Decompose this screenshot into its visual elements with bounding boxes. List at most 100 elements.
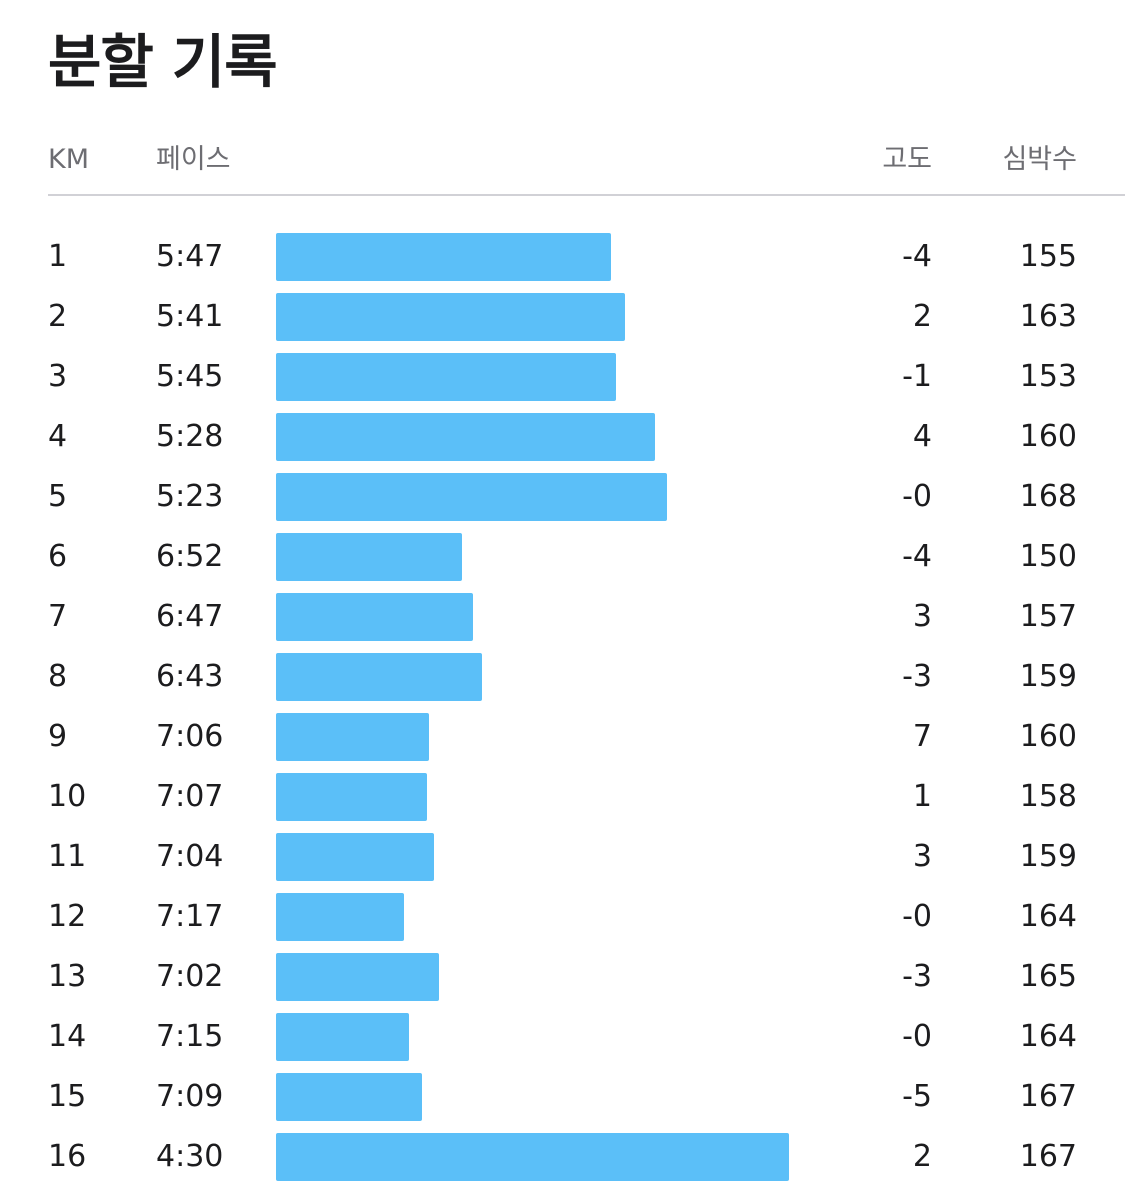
heart-rate-column-header: 심박수 [1002, 144, 1077, 175]
split-elevation: 3 [912, 839, 932, 874]
pace-bar [276, 1073, 422, 1121]
split-heart-rate: 167 [1019, 1139, 1077, 1174]
split-heart-rate: 164 [1019, 1019, 1077, 1054]
split-elevation: 3 [912, 599, 932, 634]
split-km: 2 [48, 299, 68, 334]
pace-bar [276, 1133, 789, 1181]
split-heart-rate: 158 [1019, 779, 1077, 814]
split-elevation: -4 [902, 239, 932, 274]
split-heart-rate: 155 [1019, 239, 1077, 274]
split-row: 13 7:02 -3 165 [0, 947, 1125, 1007]
split-pace: 7:07 [156, 779, 224, 814]
split-elevation: -0 [902, 899, 932, 934]
elevation-column-header: 고도 [882, 144, 932, 175]
split-row: 2 5:41 2 163 [0, 287, 1125, 347]
pace-bar [276, 473, 667, 521]
split-km: 7 [48, 599, 68, 634]
pace-bar [276, 713, 429, 761]
split-row: 15 7:09 -5 167 [0, 1067, 1125, 1127]
split-row: 8 6:43 -3 159 [0, 647, 1125, 707]
split-km: 15 [48, 1079, 87, 1114]
split-elevation: 1 [912, 779, 932, 814]
split-pace: 7:09 [156, 1079, 224, 1114]
split-pace: 6:52 [156, 539, 224, 574]
split-pace: 6:43 [156, 659, 224, 694]
pace-bar [276, 953, 439, 1001]
splits-header: KM 페이스 고도 심박수 [0, 138, 1125, 182]
split-pace: 5:23 [156, 479, 224, 514]
split-row: 3 5:45 -1 153 [0, 347, 1125, 407]
split-row: 1 5:47 -4 155 [0, 227, 1125, 287]
split-heart-rate: 153 [1019, 359, 1077, 394]
split-row: 16 4:30 2 167 [0, 1127, 1125, 1187]
km-column-header: KM [48, 144, 90, 175]
split-km: 13 [48, 959, 87, 994]
pace-column-header: 페이스 [156, 144, 231, 175]
split-heart-rate: 164 [1019, 899, 1077, 934]
pace-bar [276, 533, 462, 581]
split-km: 6 [48, 539, 68, 574]
pace-bar [276, 833, 434, 881]
split-km: 3 [48, 359, 68, 394]
splits-list: 1 5:47 -4 155 2 5:41 2 163 3 5:45 -1 153 4 5:28 4 160 5 5… [0, 227, 1125, 1187]
split-row: 7 6:47 3 157 [0, 587, 1125, 647]
split-row: 11 7:04 3 159 [0, 827, 1125, 887]
split-km: 11 [48, 839, 87, 874]
split-elevation: -3 [902, 659, 932, 694]
split-pace: 5:41 [156, 299, 224, 334]
split-km: 8 [48, 659, 68, 694]
split-pace: 7:17 [156, 899, 224, 934]
pace-bar [276, 293, 625, 341]
split-row: 9 7:06 7 160 [0, 707, 1125, 767]
split-heart-rate: 167 [1019, 1079, 1077, 1114]
split-pace: 7:15 [156, 1019, 224, 1054]
split-pace: 7:02 [156, 959, 224, 994]
split-elevation: -0 [902, 479, 932, 514]
pace-bar [276, 893, 404, 941]
pace-bar [276, 353, 616, 401]
page-title: 분할 기록 [48, 28, 278, 96]
split-km: 12 [48, 899, 87, 934]
split-km: 14 [48, 1019, 87, 1054]
split-pace: 5:28 [156, 419, 224, 454]
split-row: 14 7:15 -0 164 [0, 1007, 1125, 1067]
split-row: 12 7:17 -0 164 [0, 887, 1125, 947]
split-elevation: 4 [912, 419, 932, 454]
pace-bar [276, 233, 611, 281]
split-pace: 5:47 [156, 239, 224, 274]
split-elevation: 7 [912, 719, 932, 754]
split-km: 10 [48, 779, 87, 814]
split-row: 6 6:52 -4 150 [0, 527, 1125, 587]
pace-bar [276, 593, 473, 641]
pace-bar [276, 773, 427, 821]
split-row: 4 5:28 4 160 [0, 407, 1125, 467]
split-pace: 4:30 [156, 1139, 224, 1174]
split-km: 9 [48, 719, 68, 754]
split-heart-rate: 163 [1019, 299, 1077, 334]
split-heart-rate: 168 [1019, 479, 1077, 514]
split-km: 1 [48, 239, 68, 274]
split-pace: 6:47 [156, 599, 224, 634]
split-elevation: 2 [912, 1139, 932, 1174]
split-elevation: -3 [902, 959, 932, 994]
split-elevation: -4 [902, 539, 932, 574]
split-pace: 7:04 [156, 839, 224, 874]
header-divider [48, 194, 1125, 196]
split-heart-rate: 159 [1019, 659, 1077, 694]
split-elevation: 2 [912, 299, 932, 334]
split-km: 5 [48, 479, 68, 514]
split-row: 10 7:07 1 158 [0, 767, 1125, 827]
split-elevation: -1 [902, 359, 932, 394]
split-pace: 5:45 [156, 359, 224, 394]
pace-bar [276, 413, 655, 461]
split-heart-rate: 165 [1019, 959, 1077, 994]
pace-bar [276, 1013, 409, 1061]
split-heart-rate: 150 [1019, 539, 1077, 574]
split-heart-rate: 159 [1019, 839, 1077, 874]
split-km: 4 [48, 419, 68, 454]
split-pace: 7:06 [156, 719, 224, 754]
split-elevation: -5 [902, 1079, 932, 1114]
split-heart-rate: 160 [1019, 419, 1077, 454]
split-heart-rate: 157 [1019, 599, 1077, 634]
split-elevation: -0 [902, 1019, 932, 1054]
